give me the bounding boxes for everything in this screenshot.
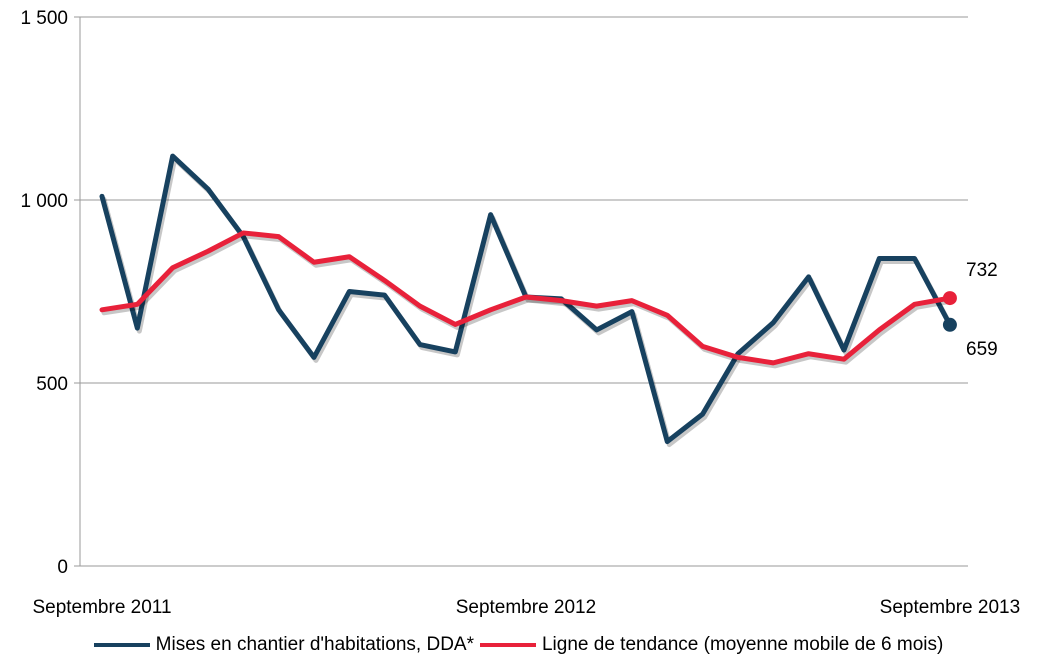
series-lines xyxy=(99,153,957,448)
end-marker-mises-en-chantier xyxy=(942,317,957,332)
x-tick-label: Septembre 2011 xyxy=(32,597,171,618)
y-tick-label: 500 xyxy=(36,374,68,395)
end-label-mises-en-chantier: 659 xyxy=(966,339,998,360)
y-tick-label: 1 000 xyxy=(20,191,68,212)
series-line-ligne-de-tendance xyxy=(99,230,953,366)
legend-swatch-ligne-de-tendance xyxy=(479,643,536,647)
y-tick-label: 1 500 xyxy=(20,8,68,29)
legend-swatch-mises-en-chantier xyxy=(93,643,150,647)
end-label-ligne-de-tendance: 732 xyxy=(966,260,998,281)
y-axis-ticks: 0 500 1 000 1 500 xyxy=(20,8,68,578)
x-axis-ticks: Septembre 2011 Septembre 2012 Septembre 20… xyxy=(32,597,1020,618)
grid-lines xyxy=(74,16,968,567)
y-tick-label: 0 xyxy=(57,557,68,578)
end-labels: 659 732 xyxy=(966,260,998,360)
legend: Mises en chantier d'habitations, DDA* Li… xyxy=(0,630,1037,660)
x-tick-label: Septembre 2012 xyxy=(456,597,597,618)
legend-item-mises-en-chantier: Mises en chantier d'habitations, DDA* xyxy=(93,634,474,656)
legend-item-ligne-de-tendance: Ligne de tendance (moyenne mobile de 6 m… xyxy=(479,634,944,656)
end-marker-ligne-de-tendance xyxy=(942,291,957,306)
legend-label-ligne-de-tendance: Ligne de tendance (moyenne mobile de 6 m… xyxy=(541,634,944,655)
legend-label-mises-en-chantier: Mises en chantier d'habitations, DDA* xyxy=(155,634,474,655)
x-tick-label: Septembre 2013 xyxy=(880,597,1021,618)
series-line-shadow xyxy=(101,233,955,369)
